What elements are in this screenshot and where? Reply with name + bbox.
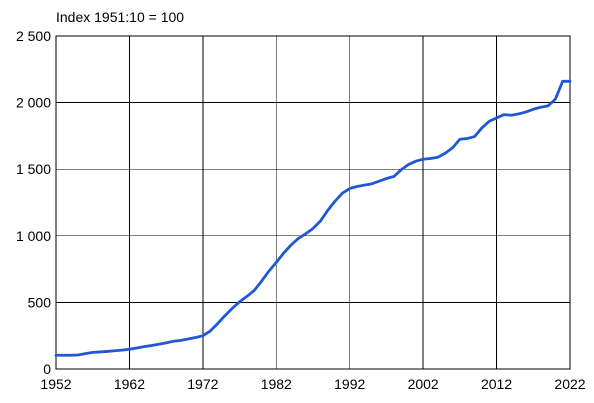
x-tick-label: 1982 — [261, 376, 292, 392]
x-tick-label: 1972 — [187, 376, 218, 392]
y-tick-label: 2 000 — [16, 95, 51, 111]
x-axis-ticks: 1952 1962 1972 1982 1992 2002 2012 2022 — [40, 376, 585, 392]
y-tick-label: 0 — [43, 361, 51, 377]
y-tick-label: 2 500 — [16, 28, 51, 44]
x-tick-label: 2022 — [554, 376, 585, 392]
x-tick-label: 1962 — [114, 376, 145, 392]
grid-lines — [55, 35, 571, 370]
x-tick-label: 2012 — [481, 376, 512, 392]
plot-frame — [55, 35, 571, 370]
series-line — [54, 79, 572, 357]
y-axis-ticks: 0 500 1 000 1 500 2 000 2 500 — [16, 28, 51, 377]
y-tick-label: 1 500 — [16, 161, 51, 177]
x-tick-label: 1992 — [334, 376, 365, 392]
chart-title: Index 1951:10 = 100 — [56, 9, 184, 25]
x-tick-label: 2002 — [408, 376, 439, 392]
series-layer — [54, 79, 572, 357]
y-tick-label: 500 — [28, 294, 52, 310]
y-tick-label: 1 000 — [16, 228, 51, 244]
x-tick-label: 1952 — [40, 376, 71, 392]
